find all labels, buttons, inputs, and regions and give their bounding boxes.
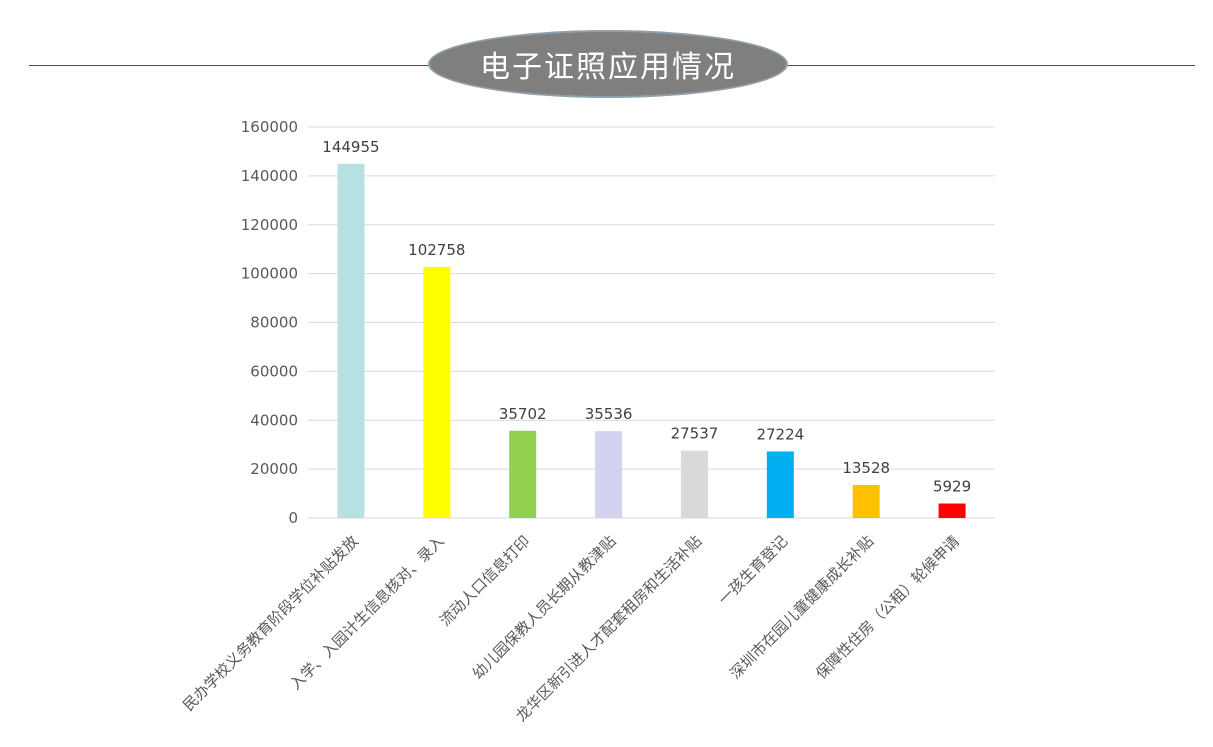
bar-7 bbox=[852, 484, 880, 518]
bar-1 bbox=[337, 163, 365, 518]
bar-8 bbox=[938, 503, 966, 518]
data-label: 35702 bbox=[499, 405, 547, 423]
x-category-label: 深圳市在园儿童健康成长补贴 bbox=[726, 532, 877, 683]
y-tick-label: 120000 bbox=[241, 216, 298, 234]
data-label: 35536 bbox=[585, 405, 633, 423]
title-rule-right bbox=[786, 65, 1195, 66]
y-tick-label: 20000 bbox=[250, 460, 298, 478]
category-labels: 民办学校义务教育阶段学位补贴发放入学、入园计生信息核对、录入流动人口信息打印幼儿… bbox=[179, 532, 963, 725]
y-tick-label: 140000 bbox=[241, 167, 298, 185]
data-label: 144955 bbox=[322, 138, 379, 156]
x-category-label: 流动人口信息打印 bbox=[436, 532, 534, 630]
x-category-label: 幼儿园保教人员长期从教津贴 bbox=[469, 532, 620, 683]
y-tick-label: 0 bbox=[288, 509, 298, 527]
data-labels: 144955 102758 35702 35536 27537 27224 13528 592… bbox=[322, 138, 971, 496]
bars bbox=[337, 163, 966, 518]
gridlines bbox=[308, 126, 995, 519]
bar-4 bbox=[595, 431, 623, 518]
y-tick-label: 80000 bbox=[250, 314, 298, 332]
x-category-label: 龙华区新引进人才配套租房和生活补贴 bbox=[512, 532, 705, 725]
y-tick-label: 100000 bbox=[241, 265, 298, 283]
bar-3 bbox=[509, 430, 537, 518]
data-label: 13528 bbox=[842, 459, 890, 477]
y-tick-label: 40000 bbox=[250, 411, 298, 429]
title-rule-left bbox=[29, 65, 431, 66]
data-label: 102758 bbox=[408, 241, 465, 259]
title-banner: 电子证照应用情况 bbox=[428, 30, 788, 98]
bar-6 bbox=[766, 451, 794, 518]
page-title: 电子证照应用情况 bbox=[480, 50, 736, 85]
y-tick-label: 160000 bbox=[241, 118, 298, 136]
data-label: 27537 bbox=[671, 425, 719, 443]
x-category-label: 一孩生育登记 bbox=[715, 532, 791, 608]
bar-5 bbox=[680, 450, 708, 518]
data-label: 5929 bbox=[933, 478, 971, 496]
y-axis-ticks: 0 20000 40000 60000 80000 100000 120000 140000 1… bbox=[241, 118, 298, 527]
x-category-label: 民办学校义务教育阶段学位补贴发放 bbox=[179, 532, 361, 714]
data-label: 27224 bbox=[756, 425, 804, 443]
y-tick-label: 60000 bbox=[250, 362, 298, 380]
bar-2 bbox=[423, 266, 451, 518]
x-category-label: 保障性住房（公租）轮候申请 bbox=[812, 532, 963, 683]
x-category-label: 入学、入园计生信息核对、录入 bbox=[286, 532, 447, 693]
